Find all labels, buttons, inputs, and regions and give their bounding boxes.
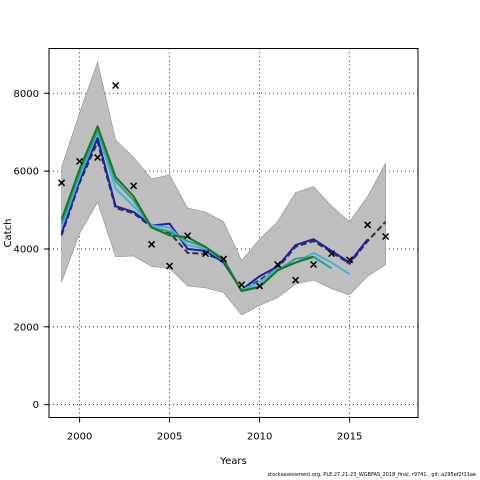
series-line [60,131,351,291]
observed-point [202,250,210,258]
confidence-band [61,61,386,316]
observed-point [382,232,390,241]
observed-point [274,260,282,269]
observed-point [148,240,156,248]
observed-point [58,179,66,187]
series-line [60,137,369,291]
observed-point [292,276,300,284]
axes: 2000 2005 2010 2015 0 2000 4000 6000 8000 [14,89,363,443]
series-lines [60,125,387,292]
x-tick-label: 2015 [337,432,362,443]
y-tick-label: 8000 [14,89,39,100]
observed-point [76,157,84,165]
observed-point [256,282,264,290]
y-tick-label: 0 [33,400,39,411]
observed-points [58,81,390,290]
plot-frame [48,48,419,418]
observed-point [328,250,336,258]
observed-point [220,255,228,263]
observed-point [184,232,192,240]
observed-point [130,182,138,190]
observed-point [310,260,318,269]
observed-point [364,221,372,229]
observed-point [112,81,120,90]
y-tick-label: 2000 [14,322,39,333]
footer-caption: stockassessment.org, PLE.27.21-23_WGBFAS… [267,472,476,478]
observed-point [346,256,354,264]
y-axis-title: Catch [3,219,14,248]
x-axis-title: Years [219,456,246,467]
confidence-band-area [61,61,386,316]
observed-point [166,262,174,270]
observed-point [94,153,102,162]
observed-point [238,281,246,289]
x-tick-label: 2000 [67,432,92,443]
x-tick-label: 2005 [157,432,182,443]
series-line [60,129,333,292]
x-tick-label: 2010 [247,432,272,443]
y-tick-label: 6000 [14,167,39,178]
series-line [60,125,314,292]
y-tick-label: 4000 [14,244,39,255]
